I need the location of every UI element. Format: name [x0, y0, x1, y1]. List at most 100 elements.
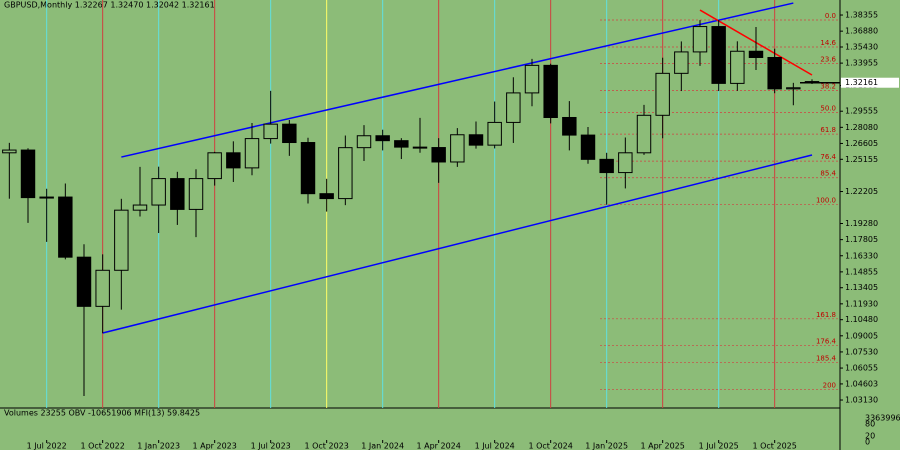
x-tick-label: 1 Oct 2023	[304, 442, 348, 450]
y-tick-label: 1.35430	[845, 42, 878, 51]
y-tick-label: 1.22205	[845, 187, 878, 196]
candle-body	[599, 158, 614, 174]
x-tick-label: 1 Jul 2024	[475, 442, 515, 450]
y-tick-label: 1.19280	[845, 219, 878, 228]
candle-body	[636, 114, 652, 154]
x-tick-label: 1 Apr 2025	[640, 442, 684, 450]
candle-body	[76, 256, 92, 307]
candle-body	[487, 121, 502, 146]
y-tick-label: 1.03130	[845, 396, 878, 405]
candle-body	[674, 51, 689, 74]
x-tick-label: 1 Oct 2025	[752, 442, 796, 450]
candle-body	[244, 138, 260, 169]
fib-label: 76.4	[820, 153, 836, 161]
y-tick-label: 1.26605	[845, 139, 878, 148]
y-tick-label: 1.36880	[845, 27, 878, 36]
candle-body	[394, 140, 409, 148]
candle-body	[338, 147, 353, 200]
candle-body	[468, 134, 484, 146]
candle-body	[748, 50, 764, 58]
fib-label: 61.8	[820, 126, 836, 134]
candle-body	[132, 204, 148, 211]
candle-body	[524, 64, 540, 94]
candle-body	[151, 178, 166, 206]
candle-body	[767, 56, 782, 90]
candle-body	[39, 196, 54, 199]
fib-label: 23.6	[820, 56, 836, 64]
y-tick-label: 1.06055	[845, 364, 878, 373]
candle-body	[20, 149, 36, 199]
fib-label: 176.4	[816, 338, 837, 346]
x-tick-label: 1 Apr 2023	[192, 442, 236, 450]
fib-label: 161.8	[816, 311, 836, 319]
fib-label: 200	[823, 381, 836, 389]
candle-body	[58, 196, 73, 258]
x-tick-label: 1 Jan 2023	[137, 442, 180, 450]
candle-body	[319, 193, 334, 200]
y-tick-label: 1.07530	[845, 347, 878, 356]
y-tick-label: 1.29555	[845, 107, 878, 116]
trend-line	[102, 154, 813, 334]
x-tick-label: 1 Jan 2024	[361, 442, 404, 450]
candle-body	[207, 152, 222, 180]
candle-body	[506, 92, 521, 123]
x-tick-label: 1 Oct 2022	[80, 442, 124, 450]
candle-body	[226, 152, 241, 169]
x-tick-label: 1 Apr 2024	[416, 442, 460, 450]
y-tick-label: 1.13405	[845, 283, 878, 292]
y-tick-label: 1.04603	[845, 379, 878, 388]
candle-body	[562, 116, 577, 136]
indicator-tick-label: 3363996	[865, 414, 900, 423]
current-price-label: 1.32161	[845, 78, 878, 87]
fib-label: 85.4	[820, 170, 836, 178]
candle-body	[580, 134, 596, 160]
candle-body	[543, 64, 558, 118]
candle-body	[730, 50, 745, 84]
fib-label: 100.0	[816, 197, 836, 205]
indicator-tick-label: 0	[865, 438, 870, 447]
candle-body	[711, 26, 726, 84]
candle-body	[114, 209, 129, 271]
candle-body	[170, 178, 185, 210]
candle-body	[375, 135, 390, 142]
candle-body	[786, 87, 801, 90]
current-price-box	[841, 77, 899, 88]
fib-label: 38.2	[820, 83, 836, 91]
y-tick-label: 1.11930	[845, 299, 878, 308]
chart-title: GBPUSD,Monthly 1.32267 1.32470 1.32042 1…	[4, 1, 215, 10]
candle-body	[618, 152, 633, 174]
candle-body	[655, 72, 670, 116]
candle-body	[188, 178, 204, 210]
y-tick-label: 1.17805	[845, 235, 878, 244]
candle-body	[431, 147, 446, 163]
y-tick-label: 1.09005	[845, 331, 878, 340]
indicator-tick-label: 80	[865, 420, 875, 429]
fib-label: 0.0	[825, 12, 836, 20]
candle-body	[356, 135, 372, 149]
candle-body	[95, 269, 110, 307]
x-tick-label: 1 Oct 2024	[528, 442, 572, 450]
fib-label: 185.4	[816, 354, 837, 362]
candle-body	[412, 146, 428, 149]
x-tick-label: 1 Jul 2025	[699, 442, 739, 450]
y-tick-label: 1.16330	[845, 251, 878, 260]
fib-label: 50.0	[820, 104, 836, 112]
x-tick-label: 1 Jan 2025	[585, 442, 628, 450]
fib-label: 14.6	[820, 39, 836, 47]
candle-body	[2, 149, 17, 154]
y-tick-label: 1.28080	[845, 123, 878, 132]
trend-line	[121, 2, 794, 158]
candle-body	[263, 123, 278, 140]
x-tick-label: 1 Jul 2022	[27, 442, 67, 450]
candle-body	[282, 123, 297, 144]
y-tick-label: 1.10480	[845, 315, 878, 324]
candle-body	[300, 142, 316, 195]
y-tick-label: 1.25155	[845, 155, 878, 164]
y-tick-label: 1.33955	[845, 59, 878, 68]
y-tick-label: 1.14855	[845, 267, 878, 276]
indicator-tick-label: 20	[865, 432, 875, 441]
candle-body	[450, 134, 465, 163]
